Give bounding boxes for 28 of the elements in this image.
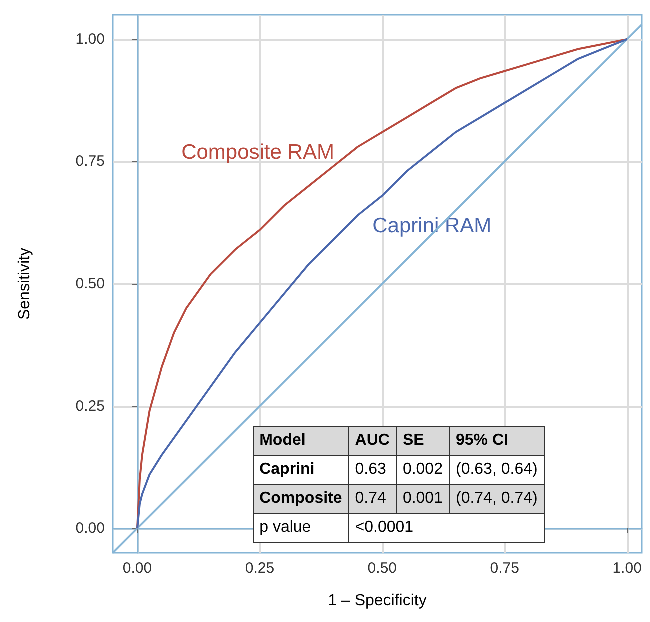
annotation: AUC	[348, 426, 396, 456]
annotation: Composite	[253, 484, 349, 514]
annotation: <0.0001	[348, 513, 544, 542]
x-tick-label: 1.00	[612, 560, 642, 577]
x-tick-label: 0.00	[122, 560, 152, 577]
y-tick-label: 0.75	[76, 153, 105, 170]
y-tick-label: 0.50	[76, 276, 105, 292]
y-tick-label: 1.00	[76, 30, 105, 48]
series-label: Caprini RAM	[372, 214, 492, 238]
x-tick-label: 0.25	[245, 560, 275, 577]
annotation: 0.63	[348, 455, 396, 484]
annotation: 95% CI	[449, 426, 544, 456]
annotation: 0.001	[396, 484, 450, 514]
x-tick-label: 0.50	[368, 560, 397, 577]
annotation: p value	[253, 513, 349, 542]
annotation: (0.63, 0.64)	[449, 455, 544, 484]
annotation: Model	[253, 426, 349, 456]
annotation: 0.74	[348, 484, 396, 514]
annotation: Caprini	[253, 455, 349, 484]
y-tick-label: 0.00	[76, 520, 105, 538]
annotation: SE	[396, 426, 450, 456]
annotation: (0.74, 0.74)	[449, 484, 544, 514]
annotation: 0.002	[396, 455, 450, 484]
series-label: Composite RAM	[182, 141, 334, 164]
y-tick-label: 0.25	[76, 398, 105, 415]
x-tick-label: 0.75	[490, 560, 520, 577]
y-axis-title: Sensitivity	[16, 248, 34, 320]
x-axis-title: 1 – Specificity	[328, 592, 427, 610]
